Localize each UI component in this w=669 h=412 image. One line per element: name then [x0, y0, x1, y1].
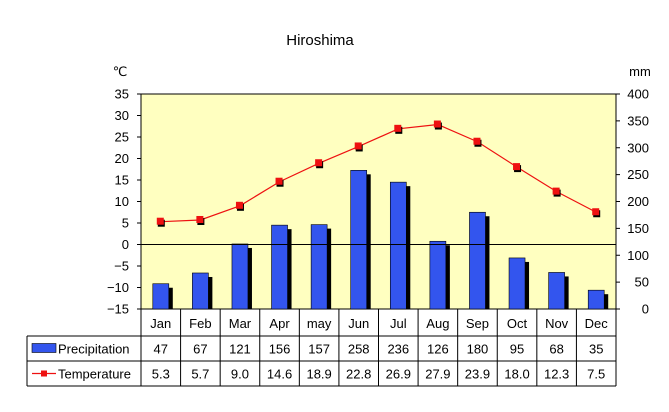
temperature-value: 7.5: [587, 367, 605, 382]
left-tick-label: −15: [107, 302, 129, 317]
legend-temperature-label: Temperature: [58, 367, 131, 382]
temperature-line-path: [160, 123, 597, 223]
precipitation-value: 258: [348, 342, 370, 357]
temperature-marker: [552, 187, 560, 195]
temperature-marker: [473, 137, 481, 145]
right-tick-label: 300: [627, 140, 649, 155]
right-tick-label: 100: [627, 248, 649, 263]
precipitation-bar: [231, 243, 249, 310]
chart-title: Hiroshima: [286, 32, 354, 49]
temperature-value: 9.0: [231, 367, 249, 382]
temperature-marker: [235, 201, 243, 209]
temperature-value: 12.3: [544, 367, 569, 382]
right-axis-unit: mm: [629, 64, 651, 79]
temperature-value: 23.9: [465, 367, 490, 382]
left-axis: 35 30 25 20 15 10 5 0 −5 −10 −15: [107, 87, 141, 317]
category-label: Nov: [545, 316, 569, 331]
left-tick-label: −5: [114, 259, 129, 274]
category-label: Sep: [466, 316, 489, 331]
temperature-marker: [275, 177, 283, 185]
precipitation-bar: [271, 224, 288, 310]
precipitation-bar: [508, 257, 526, 310]
precipitation-bars: [152, 170, 609, 310]
precipitation-bar: [152, 283, 170, 310]
category-label: Aug: [426, 316, 449, 331]
left-tick-label: 30: [115, 108, 129, 123]
temperature-marker: [394, 124, 402, 132]
temperature-marker: [354, 142, 362, 150]
legend-temperature-marker: [41, 370, 47, 377]
category-label: may: [307, 316, 332, 331]
right-tick-label: 400: [627, 87, 649, 102]
precipitation-bar: [192, 272, 209, 310]
precipitation-value: 180: [467, 342, 489, 357]
precipitation-value: 157: [308, 342, 330, 357]
left-tick-label: 25: [115, 130, 129, 145]
plot-area: [140, 93, 617, 310]
category-label: Jan: [150, 316, 171, 331]
left-axis-unit: ℃: [113, 64, 128, 79]
category-label: Apr: [269, 316, 290, 331]
left-tick-label: 5: [122, 216, 129, 231]
precipitation-bar: [548, 272, 565, 310]
temperature-marker: [433, 120, 441, 128]
precipitation-value: 156: [269, 342, 291, 357]
precipitation-bar: [389, 181, 407, 310]
temperature-line: [156, 120, 601, 227]
precipitation-value: 95: [510, 342, 524, 357]
temperature-marker: [156, 217, 164, 225]
left-tick-label: −10: [107, 280, 129, 295]
temperature-value: 26.9: [386, 367, 411, 382]
temperature-value: 5.7: [191, 367, 209, 382]
precipitation-value: 47: [154, 342, 168, 357]
legend-precipitation-swatch: [31, 343, 57, 353]
temperature-value: 14.6: [267, 367, 292, 382]
right-tick-label: 250: [627, 167, 649, 182]
precipitation-value: 35: [589, 342, 603, 357]
right-tick-label: 150: [627, 221, 649, 236]
temperature-marker: [315, 159, 323, 167]
category-label: Jun: [348, 316, 369, 331]
right-tick-label: 50: [635, 275, 649, 290]
temperature-marker: [592, 208, 600, 216]
temperature-marker: [513, 163, 521, 171]
category-label: Dec: [585, 316, 609, 331]
precipitation-value: 68: [549, 342, 563, 357]
temperature-value: 5.3: [152, 367, 170, 382]
precipitation-value: 236: [387, 342, 409, 357]
left-tick-label: 20: [115, 151, 129, 166]
precipitation-value: 121: [229, 342, 251, 357]
temperature-value: 27.9: [425, 367, 450, 382]
category-label: Mar: [229, 316, 252, 331]
precipitation-value: 67: [193, 342, 207, 357]
category-label: Feb: [189, 316, 211, 331]
data-table: Jan Feb Mar Apr may Jun Jul Aug Sep Oct Nov Dec Prec…: [26, 309, 617, 387]
left-tick-label: 35: [115, 87, 129, 102]
temperature-marker: [196, 215, 204, 223]
precipitation-bar: [469, 211, 486, 310]
temperature-value: 18.0: [504, 367, 529, 382]
right-tick-label: 350: [627, 113, 649, 128]
precipitation-bar: [350, 170, 368, 310]
left-tick-label: 10: [115, 194, 129, 209]
precipitation-value: 126: [427, 342, 449, 357]
category-label: Jul: [390, 316, 407, 331]
precipitation-bar: [429, 240, 447, 310]
right-tick-label: 0: [642, 302, 649, 317]
left-tick-label: 15: [115, 173, 129, 188]
precipitation-bar: [587, 289, 605, 310]
temperature-value: 18.9: [306, 367, 331, 382]
right-tick-label: 200: [627, 194, 649, 209]
category-label: Oct: [507, 316, 528, 331]
left-tick-label: 0: [122, 237, 129, 252]
precipitation-bar: [310, 224, 328, 310]
legend-precipitation-label: Precipitation: [58, 342, 130, 357]
temperature-value: 22.8: [346, 367, 371, 382]
right-axis: 400 350 300 250 200 150 100 50 0: [616, 87, 649, 317]
